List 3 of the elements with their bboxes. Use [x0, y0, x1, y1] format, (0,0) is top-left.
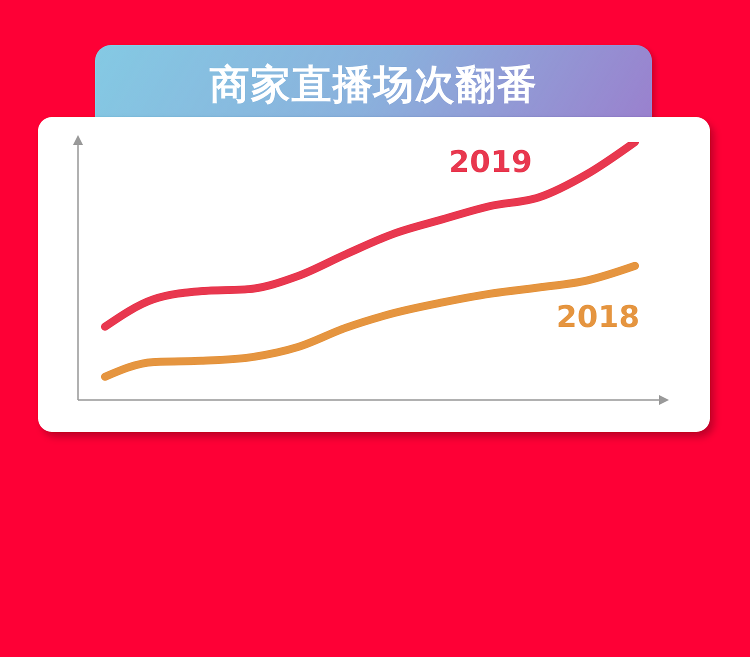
chart-title: 商家直播场次翻番 [208, 62, 538, 108]
series-label: 2019 [448, 144, 532, 180]
series-label: 2018 [556, 300, 640, 335]
